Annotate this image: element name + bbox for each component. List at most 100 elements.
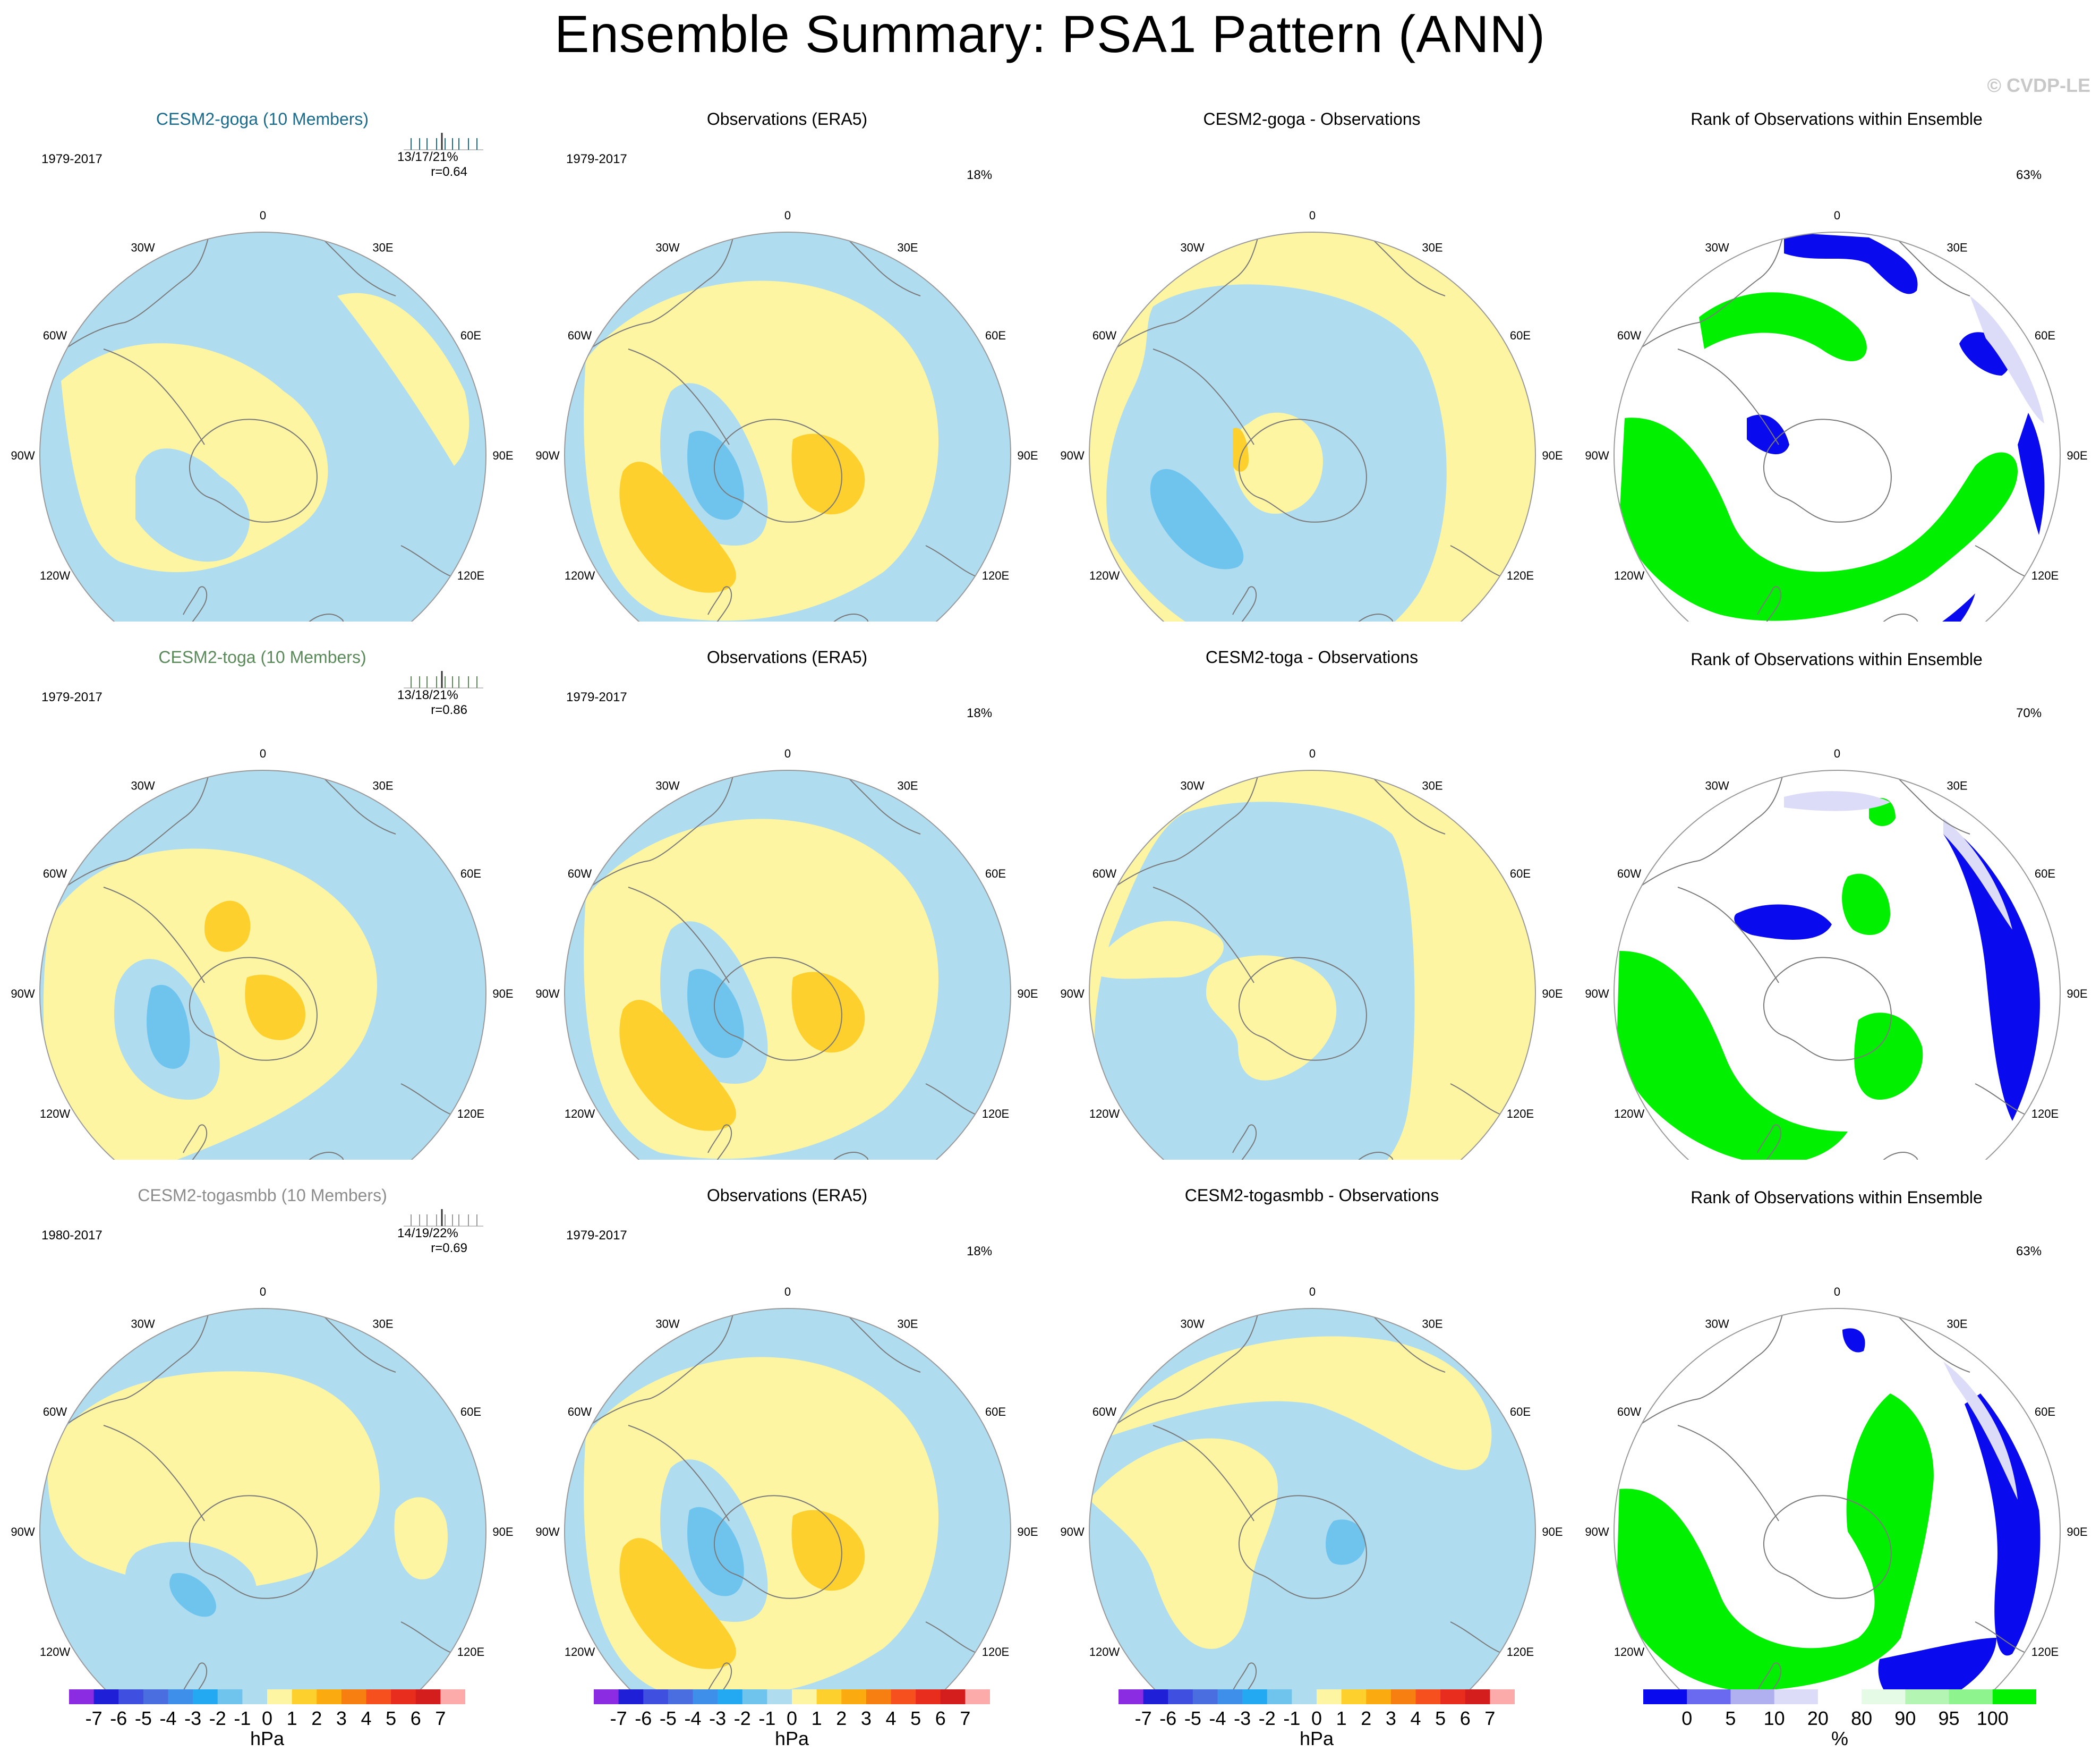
anomaly-region-deep-pos xyxy=(619,1538,736,1669)
anomaly-region-pos xyxy=(1089,921,1224,979)
longitude-label: 120W xyxy=(1089,1107,1120,1120)
longitude-label: 60E xyxy=(1510,329,1531,342)
colorbar-swatch xyxy=(1341,1689,1367,1704)
longitude-label: 90E xyxy=(492,1525,513,1538)
longitude-label: 30E xyxy=(372,779,393,793)
rank-region-rank-green xyxy=(1619,418,2018,621)
panel-title: Rank of Observations within Ensemble xyxy=(1691,1188,1983,1207)
longitude-label: 90W xyxy=(1060,987,1084,1000)
longitude-label: 120E xyxy=(457,1107,484,1120)
colorbar-tick-label: 5 xyxy=(910,1707,921,1729)
anomaly-region-deep-pos xyxy=(791,972,865,1053)
longitude-label: 60E xyxy=(2035,329,2055,342)
longitude-label: 90E xyxy=(1542,449,1563,462)
longitude-label: 60W xyxy=(1617,867,1641,880)
anomaly-region-pos xyxy=(1206,955,1337,1081)
polar-map: 030E60E90E120E150E180150W120W90W60W30W xyxy=(1060,747,1563,1160)
anomaly-region-deep-pos xyxy=(204,900,251,952)
longitude-label: 30W xyxy=(131,241,155,254)
period-label: 1979-2017 xyxy=(41,152,103,166)
panel-rank-row2: 030E60E90E120E150E180150W120W90W60W30WRa… xyxy=(1574,623,2099,1160)
longitude-label: 60E xyxy=(460,1405,481,1418)
longitude-label: 0 xyxy=(1834,209,1840,222)
longitude-label: 120W xyxy=(565,569,595,582)
africa-coastline xyxy=(1365,770,1446,835)
explained-variance: 63% xyxy=(2016,1244,2042,1259)
map-boundary xyxy=(39,232,486,622)
colorbar-unit-label: % xyxy=(1831,1728,1848,1749)
colorbar-tick-label: 3 xyxy=(860,1707,872,1729)
colorbar-tick-label: 7 xyxy=(960,1707,971,1729)
antarctic-peninsula-coastline xyxy=(103,1425,205,1521)
longitude-label: 120E xyxy=(2031,1645,2059,1659)
colorbar-swatch xyxy=(693,1689,718,1704)
rank-region-rank-green xyxy=(1842,873,1890,935)
anomaly-region-pos xyxy=(337,293,469,466)
polar-map: 030E60E90E120E150E180150W120W90W60W30W xyxy=(535,747,1038,1160)
colorbar-tick-label: -5 xyxy=(1184,1707,1201,1729)
colorbar-tick-label: 5 xyxy=(1725,1707,1736,1729)
longitude-label: 90E xyxy=(1017,987,1038,1000)
rank-region-rank-blue xyxy=(1734,904,1832,940)
longitude-label: 90W xyxy=(1585,1525,1609,1538)
anomaly-region-deep-pos xyxy=(1233,428,1249,472)
colorbar-swatch xyxy=(1390,1689,1416,1704)
colorbar-swatch xyxy=(891,1689,916,1704)
panel-diff-row3: 030E60E90E120E150E180150W120W90W60W30WCE… xyxy=(1049,1161,1574,1698)
explained-variance: 70% xyxy=(2016,706,2042,720)
colorbar-swatch xyxy=(317,1689,342,1704)
longitude-label: 120E xyxy=(2031,569,2059,582)
colorbar-tick-label: -1 xyxy=(234,1707,251,1729)
panel-model-row3: 030E60E90E120E150E180150W120W90W60W30WCE… xyxy=(0,1161,525,1698)
ensemble-pct-sparkline xyxy=(404,1209,483,1227)
antarctica-coastline xyxy=(714,1495,842,1599)
longitude-label: 60W xyxy=(568,329,592,342)
longitude-label: 60E xyxy=(2035,867,2055,880)
longitude-label: 30E xyxy=(1422,241,1442,254)
south-america-coastline xyxy=(40,232,210,371)
colorbar-hpa: -7 -6 -5 -4 -3 -2 -1 0 1 2 3 4 5 6 7 hPa xyxy=(594,1689,990,1753)
colorbar-tick-label: -5 xyxy=(659,1707,677,1729)
colorbar-tick-label: 0 xyxy=(261,1707,273,1729)
longitude-label: 90E xyxy=(1542,987,1563,1000)
south-america-coastline xyxy=(1614,770,1785,909)
anomaly-region-deep-neg xyxy=(1326,1519,1365,1565)
longitude-label: 120W xyxy=(40,569,71,582)
colorbar-tick-label: 2 xyxy=(836,1707,847,1729)
africa-coastline xyxy=(315,232,396,296)
period-label: 1979-2017 xyxy=(566,152,627,166)
colorbar-swatch xyxy=(440,1689,465,1704)
antarctica-coastline xyxy=(189,1495,318,1599)
south-america-coastline xyxy=(1089,770,1260,909)
colorbar-swatch xyxy=(618,1689,644,1704)
colorbar-swatch xyxy=(965,1689,990,1704)
panel-title: CESM2-goga (10 Members) xyxy=(156,109,369,129)
colorbar-swatch xyxy=(1643,1689,1687,1704)
longitude-label: 90W xyxy=(1060,1525,1084,1538)
longitude-label: 120W xyxy=(40,1107,71,1120)
panel-title: CESM2-toga - Observations xyxy=(1205,648,1419,667)
longitude-label: 30W xyxy=(655,779,679,793)
antarctica-coastline xyxy=(1763,419,1892,523)
map-boundary xyxy=(1614,232,2061,622)
antarctic-peninsula-coastline xyxy=(1153,1425,1254,1521)
antarctic-peninsula-coastline xyxy=(1677,348,1779,445)
colorbar-swatch xyxy=(1465,1689,1490,1704)
panel-title: CESM2-togasmbb (10 Members) xyxy=(138,1186,387,1205)
longitude-label: 90W xyxy=(535,987,559,1000)
colorbar-hpa: -7 -6 -5 -4 -3 -2 -1 0 1 2 3 4 5 6 7 hPa xyxy=(69,1689,465,1753)
colorbar-tick-label: 90 xyxy=(1894,1707,1916,1729)
watermark-logo: © CVDP-LE xyxy=(1987,74,2090,96)
rank-map: 030E60E90E120E150E180150W120W90W60W30W xyxy=(1585,747,2088,1160)
colorbar-swatch xyxy=(1192,1689,1218,1704)
longitude-label: 90E xyxy=(2067,1525,2087,1538)
colorbar-tick-label: -6 xyxy=(110,1707,127,1729)
colorbar-swatch xyxy=(916,1689,941,1704)
antarctica-coastline xyxy=(714,419,842,523)
ensemble-stats: 13/17/21% xyxy=(397,150,458,164)
africa-coastline xyxy=(1890,1308,1970,1373)
colorbar-swatch xyxy=(594,1689,619,1704)
polar-map: 030E60E90E120E150E180150W120W90W60W30W xyxy=(535,1285,1038,1698)
colorbar-tick-label: -3 xyxy=(184,1707,202,1729)
longitude-label: 30W xyxy=(1180,779,1204,793)
